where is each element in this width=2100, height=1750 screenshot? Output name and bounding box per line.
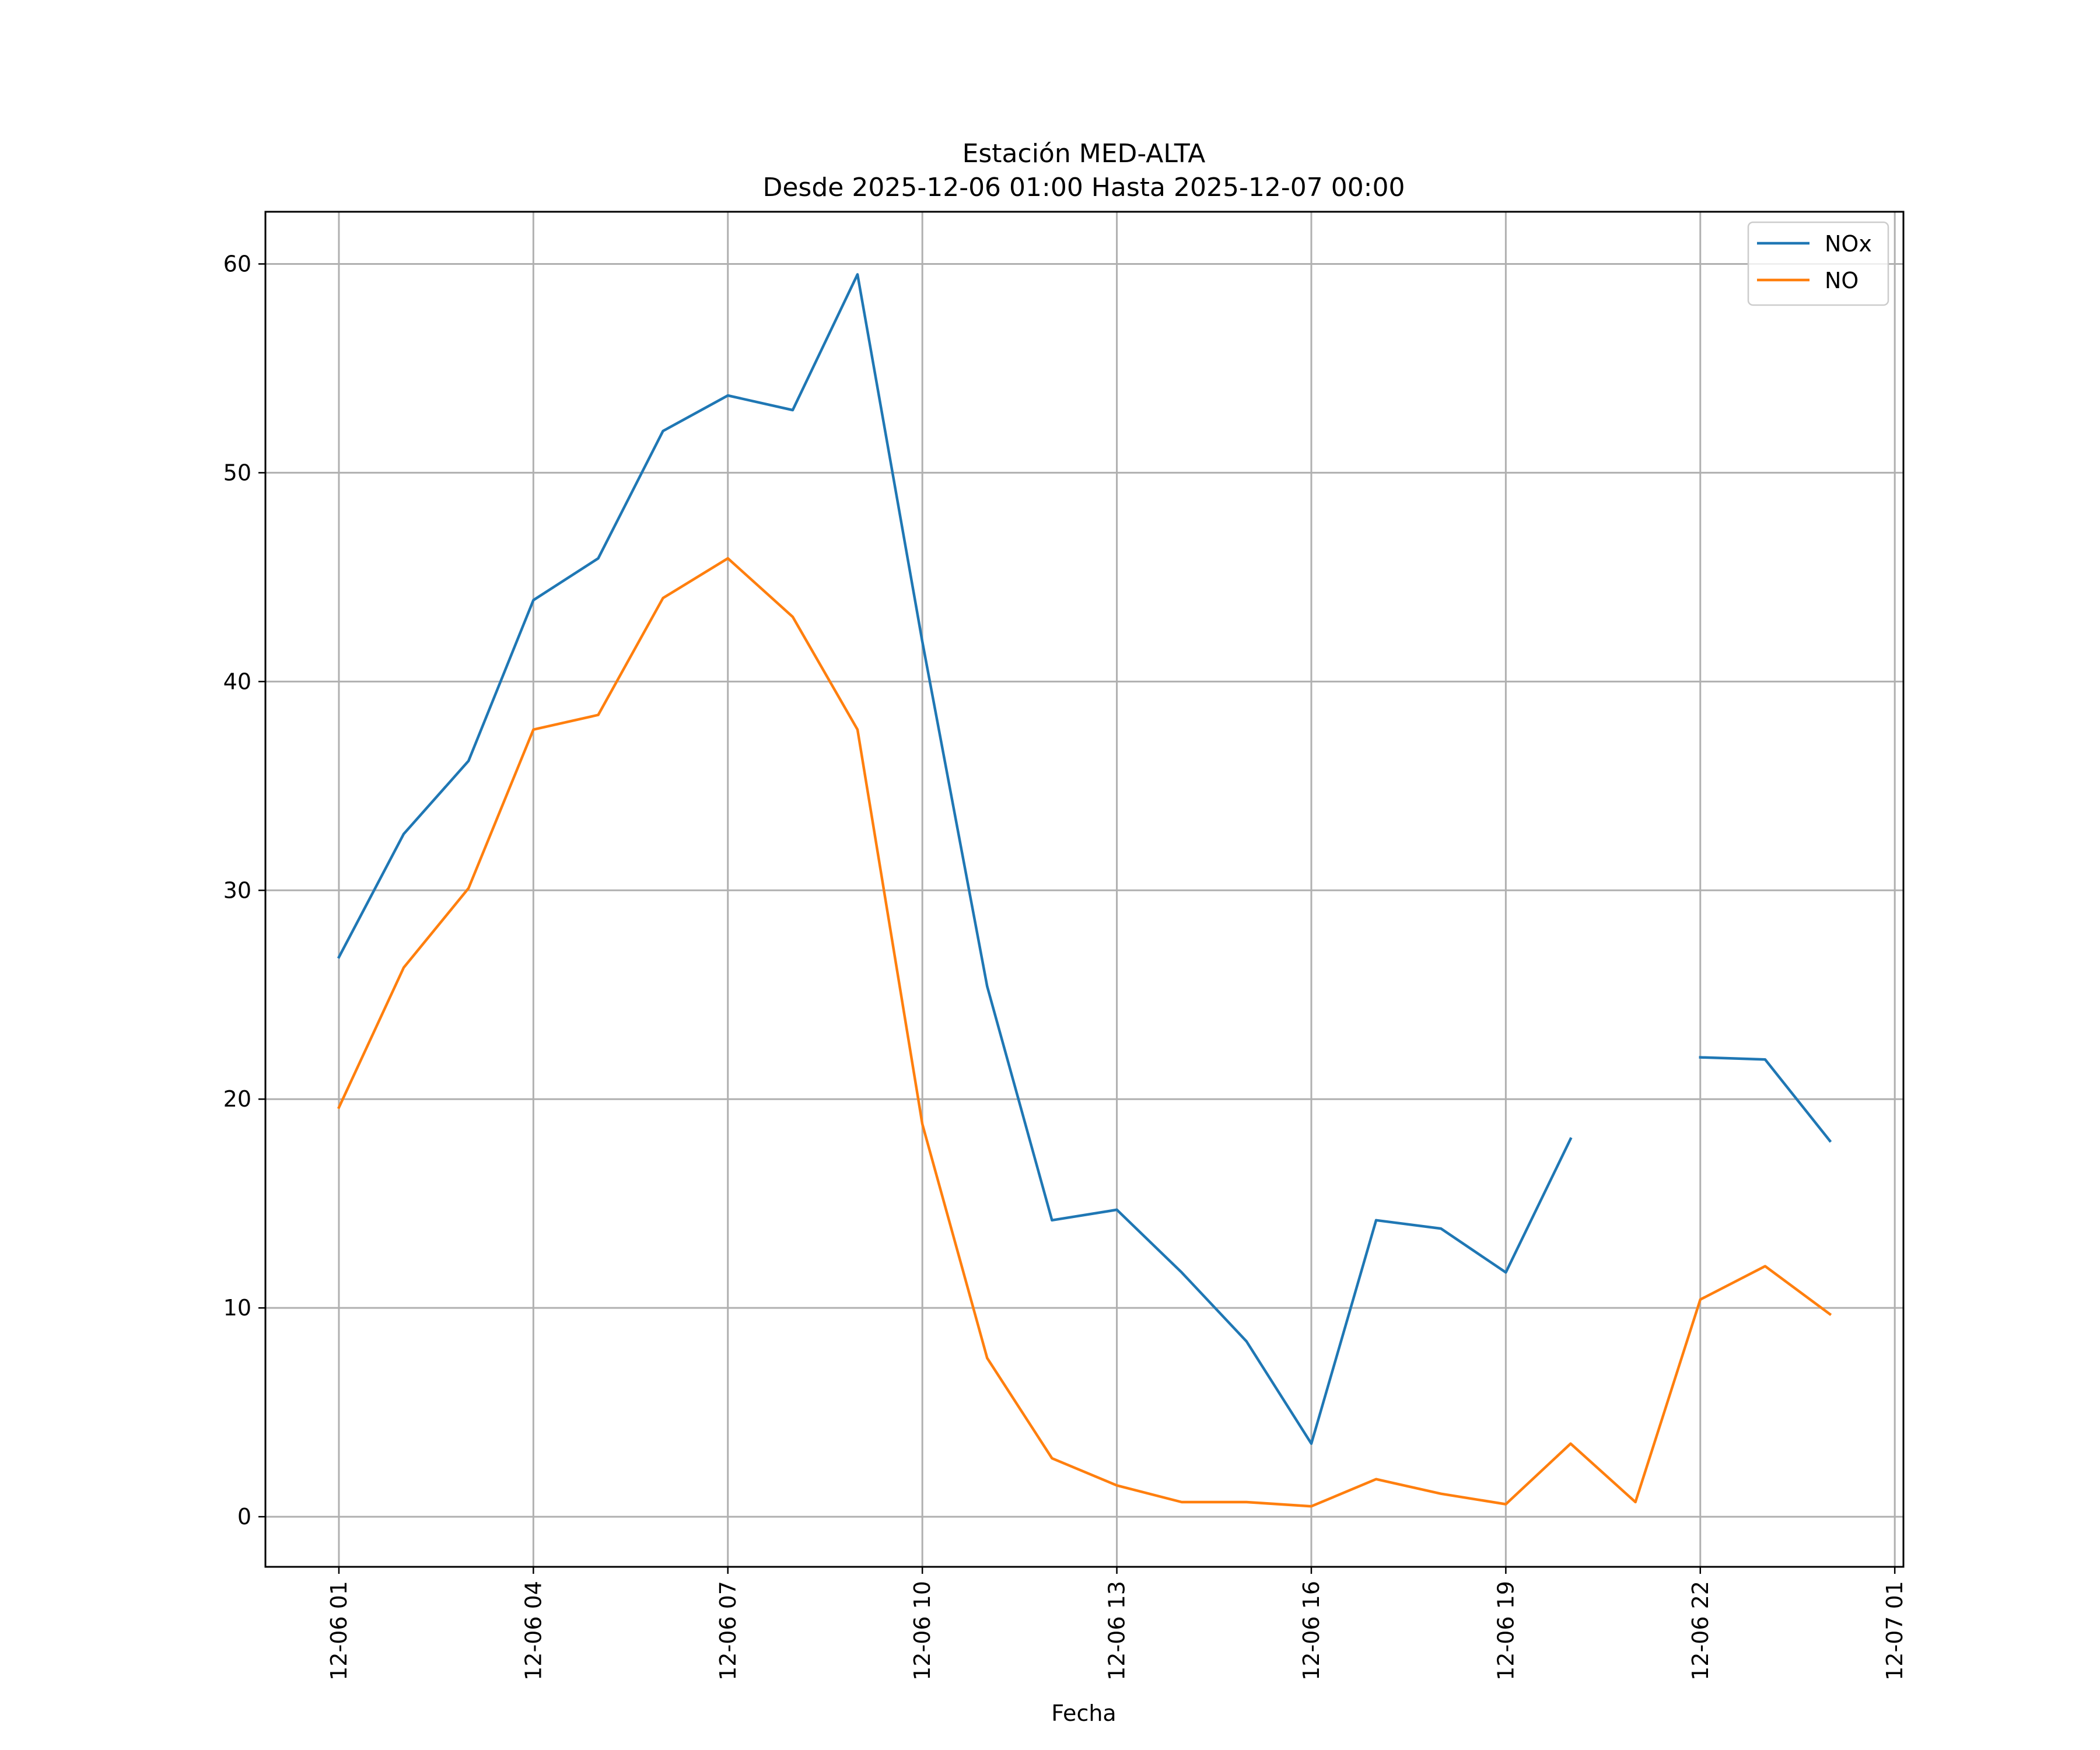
- x-tick-label: 12-06 04: [520, 1581, 546, 1681]
- legend-label-no: NO: [1825, 268, 1859, 293]
- x-tick-label: 12-06 16: [1298, 1581, 1324, 1681]
- chart-subtitle: Desde 2025-12-06 01:00 Hasta 2025-12-07 …: [762, 173, 1405, 202]
- y-tick-label: 50: [223, 460, 251, 485]
- x-axis-label: Fecha: [1051, 1700, 1116, 1726]
- axis-ticks: 0 10 20 30 40 50 60 12-06 01 12-06 04 12-06 07 12-…: [223, 251, 1908, 1680]
- x-tick-label: 12-06 22: [1688, 1581, 1713, 1681]
- legend: NOx NO: [1747, 221, 1889, 306]
- series-line-no: [337, 556, 1832, 1508]
- legend-label-nox: NOx: [1825, 231, 1872, 257]
- x-tick-label: 12-06 01: [326, 1581, 352, 1681]
- y-tick-label: 30: [223, 877, 251, 903]
- y-tick-label: 60: [223, 251, 251, 276]
- y-tick-label: 40: [223, 668, 251, 694]
- grid: [265, 212, 1903, 1567]
- series-lines: [337, 273, 1832, 1508]
- series-line-nox: [337, 273, 1832, 1446]
- y-tick-label: 20: [223, 1086, 251, 1112]
- chart-title: Estación MED-ALTA: [963, 139, 1206, 169]
- x-tick-label: 12-06 19: [1493, 1581, 1518, 1681]
- plot-area-frame: [264, 211, 1905, 1568]
- x-tick-label: 12-07 01: [1882, 1581, 1908, 1681]
- x-tick-label: 12-06 13: [1104, 1581, 1130, 1681]
- y-tick-label: 10: [223, 1295, 251, 1321]
- y-tick-label: 0: [237, 1504, 251, 1530]
- x-tick-label: 12-06 07: [715, 1581, 741, 1681]
- x-tick-label: 12-06 10: [909, 1581, 935, 1681]
